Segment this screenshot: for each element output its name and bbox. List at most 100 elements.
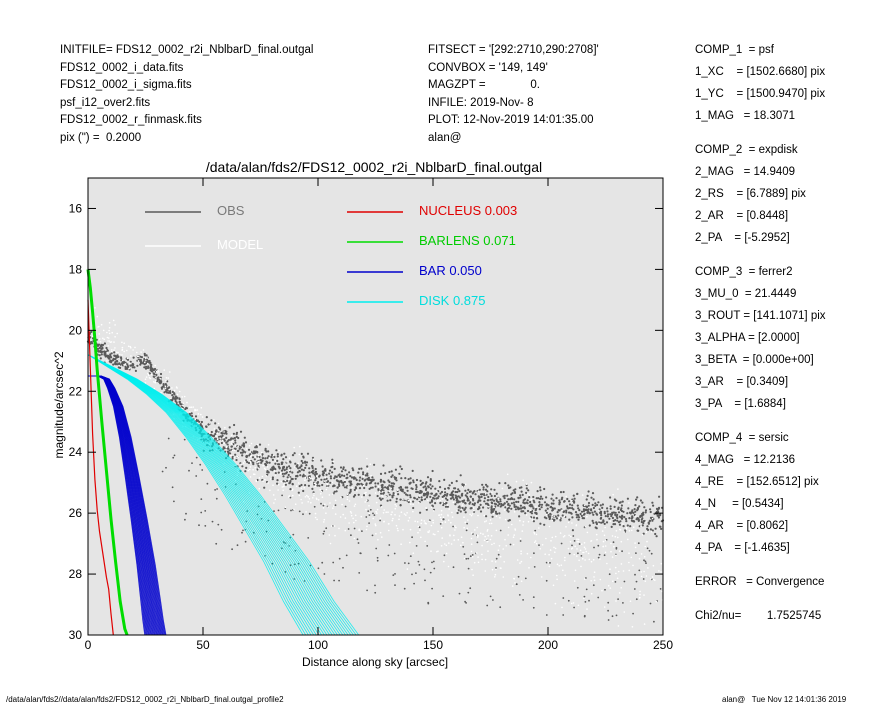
- model-point: [258, 487, 261, 490]
- obs-point: [606, 513, 610, 516]
- model-point: [491, 492, 493, 494]
- model-point: [527, 493, 529, 495]
- model-point: [495, 515, 498, 517]
- obs-point: [251, 456, 255, 459]
- obs-point: [595, 521, 598, 525]
- model-point: [486, 540, 489, 543]
- model-point: [257, 467, 260, 469]
- obs-point: [490, 510, 493, 513]
- model-point: [340, 496, 342, 499]
- obs-point: [233, 423, 236, 427]
- obs-point: [505, 500, 509, 503]
- model-point: [288, 478, 290, 481]
- obs-point: [382, 464, 385, 467]
- series-lines: [86, 269, 129, 636]
- obs-point: [433, 497, 436, 500]
- obs-point: [563, 500, 566, 503]
- model-point: [409, 500, 412, 503]
- model-point: [231, 440, 233, 443]
- obs-point: [426, 491, 429, 494]
- obs-point: [220, 528, 223, 531]
- model-point: [150, 373, 152, 376]
- obs-point: [300, 464, 303, 467]
- model-point: [308, 476, 311, 479]
- obs-point: [469, 501, 472, 504]
- model-point: [584, 559, 586, 561]
- obs-point: [610, 515, 613, 518]
- obs-point: [568, 511, 571, 514]
- model-point: [471, 568, 473, 571]
- obs-point: [242, 445, 246, 448]
- model-point: [588, 558, 591, 561]
- model-point: [314, 485, 316, 488]
- model-point: [440, 545, 443, 547]
- comp3-row: 3_ROUT = [141.1071] pix: [695, 310, 826, 322]
- model-point: [108, 322, 111, 324]
- obs-point: [359, 476, 362, 479]
- model-point: [651, 517, 654, 520]
- obs-point: [373, 514, 376, 516]
- obs-point: [545, 517, 548, 520]
- obs-point: [534, 509, 537, 512]
- obs-point: [616, 513, 619, 517]
- obs-point: [621, 500, 624, 503]
- bar-band: [88, 375, 167, 636]
- obs-point: [489, 492, 492, 495]
- obs-point: [399, 504, 402, 507]
- model-point: [291, 494, 294, 497]
- x-tick-label: 100: [308, 638, 328, 652]
- obs-point: [464, 600, 466, 603]
- obs-point: [152, 375, 155, 378]
- model-point: [334, 489, 336, 491]
- obs-point: [364, 478, 367, 481]
- obs-point: [376, 494, 379, 498]
- model-point: [444, 521, 447, 523]
- model-point: [398, 515, 401, 517]
- obs-point: [621, 514, 624, 517]
- obs-point: [337, 483, 341, 486]
- model-point: [374, 492, 377, 494]
- obs-point: [333, 490, 336, 493]
- obs-point: [358, 479, 361, 482]
- obs-point: [231, 548, 234, 551]
- model-point: [299, 445, 301, 448]
- model-point: [548, 565, 551, 568]
- obs-point: [172, 456, 175, 459]
- mask-file-line: FDS12_0002_r_finmask.fits: [60, 114, 202, 126]
- obs-point: [394, 477, 397, 480]
- obs-point: [466, 497, 469, 500]
- model-point: [397, 529, 399, 532]
- obs-point: [443, 493, 447, 496]
- obs-point: [342, 483, 345, 487]
- obs-point: [236, 544, 239, 547]
- model-point: [267, 444, 270, 446]
- obs-point: [467, 488, 470, 491]
- obs-point: [498, 482, 501, 485]
- model-point: [514, 582, 516, 584]
- obs-point: [298, 466, 302, 469]
- model-point: [593, 579, 596, 582]
- model-point: [223, 442, 225, 445]
- obs-point: [658, 495, 661, 498]
- obs-point: [357, 542, 360, 544]
- obs-point: [490, 494, 493, 498]
- obs-point: [400, 467, 403, 471]
- obs-point: [377, 482, 380, 485]
- obs-point: [340, 470, 344, 473]
- obs-point: [657, 507, 660, 510]
- model-point: [315, 483, 317, 486]
- obs-point: [267, 455, 270, 458]
- model-point: [121, 354, 123, 356]
- obs-point: [366, 589, 368, 592]
- obs-point: [143, 354, 147, 357]
- obs-point: [609, 507, 612, 510]
- obs-point: [463, 508, 466, 512]
- obs-point: [343, 480, 346, 483]
- obs-point: [591, 503, 594, 506]
- obs-point: [450, 491, 454, 494]
- obs-point: [206, 482, 209, 485]
- model-point: [372, 517, 375, 520]
- model-point: [640, 553, 643, 555]
- model-point: [134, 346, 136, 349]
- model-point: [561, 606, 563, 609]
